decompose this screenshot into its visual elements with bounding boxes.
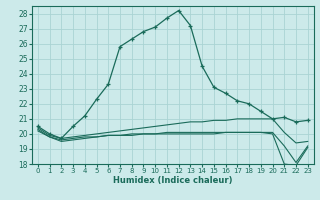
X-axis label: Humidex (Indice chaleur): Humidex (Indice chaleur) (113, 176, 233, 185)
